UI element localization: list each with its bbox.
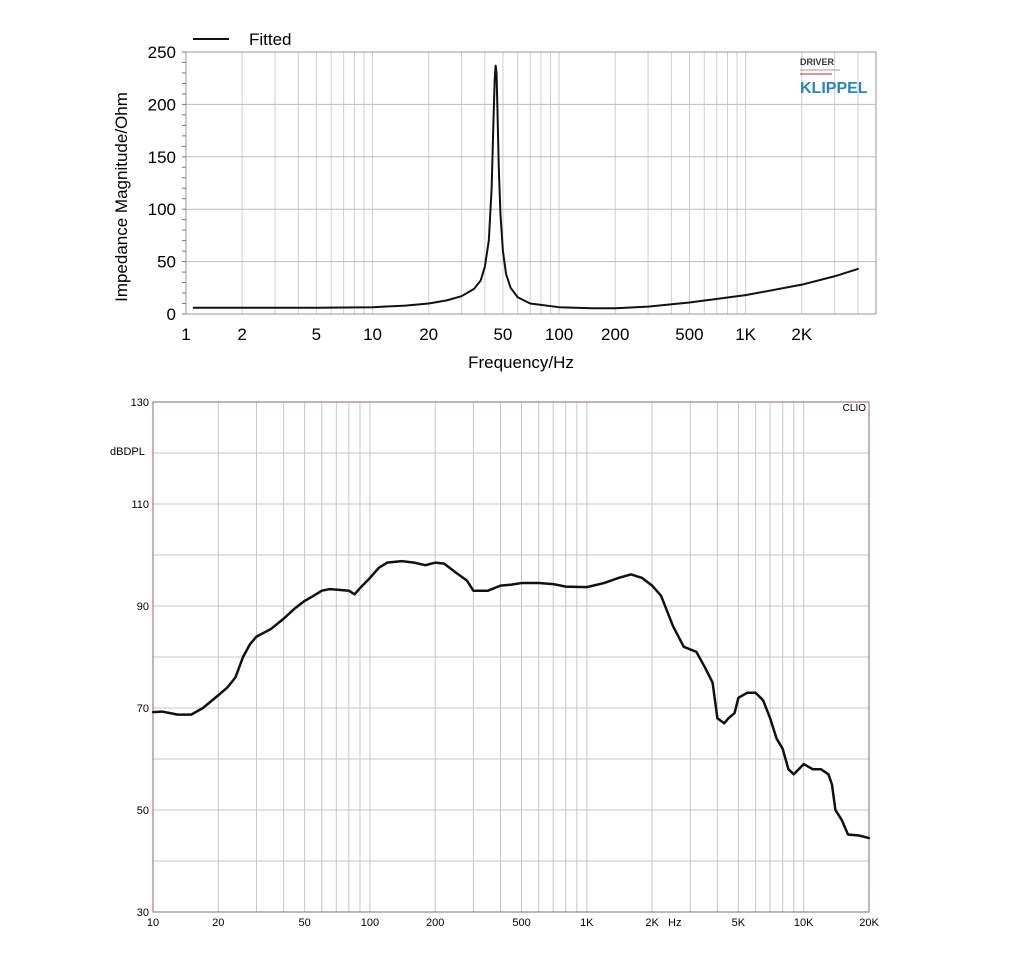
logo-klippel-text: KLIPPEL [800, 80, 868, 97]
y-tick-label: 100 [148, 200, 176, 219]
x-tick-label: 10K [794, 917, 814, 929]
impedance-y-axis-label: Impedance Magnitude/Ohm [112, 92, 131, 302]
impedance-chart: 0 50 100 150 200 250 1 2 5 10 20 50 100 200 500 1K 2K I… [112, 30, 877, 372]
x-tick-label: 2K [645, 917, 659, 929]
x-tick-label: 5K [732, 917, 746, 929]
impedance-legend: Fitted [193, 30, 292, 49]
x-tick-label: 200 [601, 325, 629, 344]
y-tick-label: 200 [148, 95, 176, 114]
y-tick-label: 30 [137, 907, 149, 919]
y-tick-label: 0 [167, 305, 176, 324]
x-tick-label: 2 [237, 325, 246, 344]
legend-label-fitted: Fitted [249, 30, 292, 49]
x-tick-label: 10 [147, 917, 159, 929]
y-tick-label: 50 [157, 253, 176, 272]
x-tick-label: 500 [512, 917, 530, 929]
x-tick-label: 5 [312, 325, 321, 344]
x-tick-label: 200 [426, 917, 444, 929]
y-tick-label: 110 [131, 499, 149, 511]
y-tick-label: 130 [131, 397, 149, 409]
response-plot-frame [152, 401, 870, 913]
impedance-grid [186, 52, 876, 314]
x-tick-label: 100 [545, 325, 573, 344]
x-tick-label: 1K [735, 325, 756, 344]
y-tick-label: 50 [137, 805, 149, 817]
x-tick-label: 20 [419, 325, 438, 344]
clio-brand-label: CLIO [843, 403, 867, 414]
response-grid [153, 402, 869, 912]
x-tick-label: 1 [181, 325, 190, 344]
x-tick-label: 500 [675, 325, 703, 344]
y-tick-label: 150 [148, 148, 176, 167]
series-line-0 [151, 559, 871, 840]
x-tick-label: 50 [298, 917, 310, 929]
response-x-ticks: 10 20 50 100 200 500 1K 2K 5K 10K 20K [147, 917, 880, 929]
x-tick-label: 1K [580, 917, 594, 929]
impedance-x-axis-label: Frequency/Hz [468, 353, 574, 372]
response-y-ticks: 30 50 70 90 110 130 [131, 397, 149, 919]
impedance-x-ticks: 1 2 5 10 20 50 100 200 500 1K 2K [181, 325, 813, 344]
x-tick-label: 100 [361, 917, 379, 929]
series-line-0 [192, 64, 859, 310]
y-tick-label: 70 [137, 703, 149, 715]
impedance-series [192, 64, 859, 310]
response-y-axis-label: dBDPL [110, 446, 145, 458]
x-tick-label: 2K [791, 325, 812, 344]
response-chart: 30 50 70 90 110 130 10 20 50 100 200 500 1K 2K 5K 10K 2… [110, 397, 879, 929]
klippel-logo: DRIVER KLIPPEL [800, 57, 868, 97]
response-series [151, 559, 871, 840]
y-tick-label: 90 [137, 601, 149, 613]
impedance-y-ticks: 0 50 100 150 200 250 [148, 43, 186, 324]
logo-driver-text: DRIVER [800, 57, 835, 67]
impedance-plot-frame [185, 51, 877, 315]
x-tick-label: 50 [493, 325, 512, 344]
x-tick-label: 10 [363, 325, 382, 344]
x-tick-label: 20 [212, 917, 224, 929]
x-tick-label: 20K [859, 917, 879, 929]
response-x-unit-label: Hz [668, 917, 681, 929]
y-tick-label: 250 [148, 43, 176, 62]
